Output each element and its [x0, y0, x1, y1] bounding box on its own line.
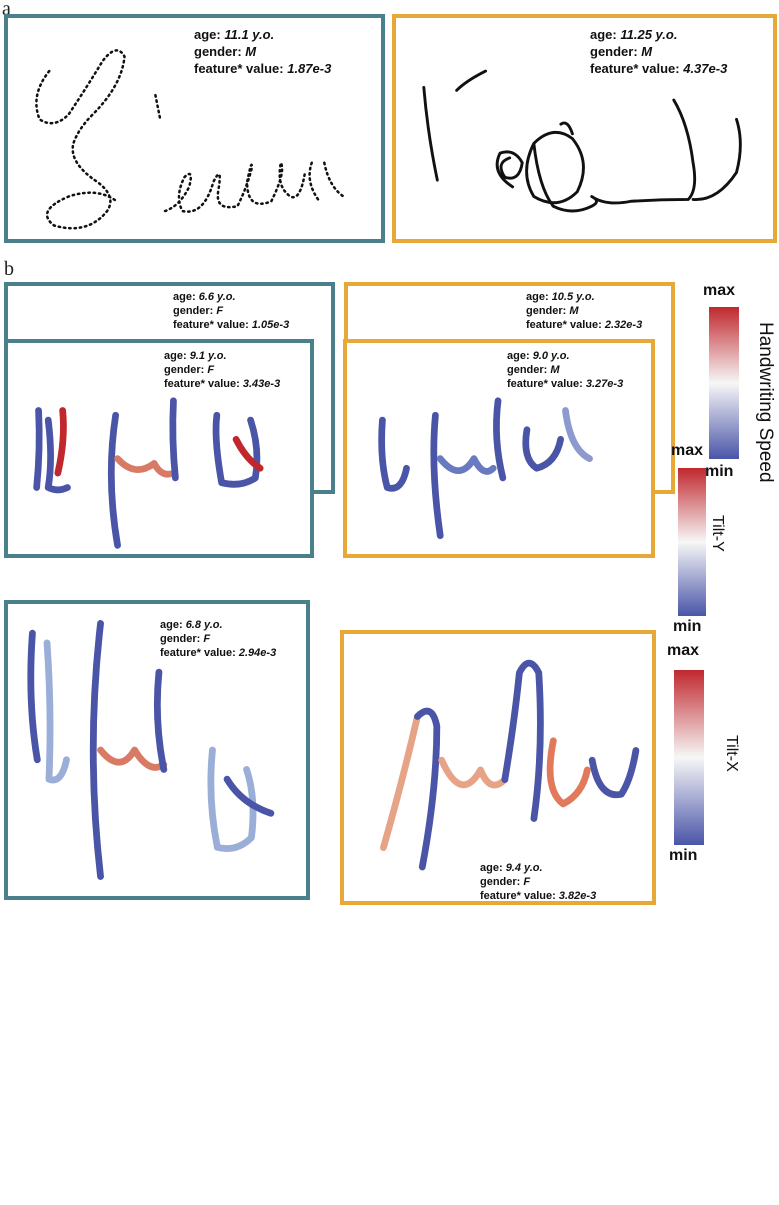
gender-label: gender: [194, 44, 242, 59]
panel-info: age: 11.1 y.o. gender: M feature* value:… [194, 26, 331, 77]
panel-info: age: 9.0 y.o. gender: M feature* value: … [507, 349, 623, 391]
age-value: 9.4 y.o. [505, 862, 543, 874]
handwriting-trace [378, 397, 593, 540]
panel-c-left: age: 9.1 y.o. gender: F feature* value: … [4, 339, 314, 558]
gender-value: M [550, 364, 560, 376]
colorbar-min-label: min [705, 463, 734, 480]
panel-info: age: 10.5 y.o. gender: M feature* value:… [526, 290, 642, 332]
age-value: 11.25 y.o. [620, 27, 678, 42]
age-value: 6.6 y.o. [198, 291, 236, 303]
feature-value: 3.82e-3 [558, 890, 597, 902]
colorbar-gradient [674, 670, 704, 845]
age-label: age: [164, 350, 187, 362]
gender-value: F [207, 364, 215, 376]
handwriting-trace [380, 659, 640, 871]
feature-value: 1.87e-3 [287, 61, 332, 76]
age-label: age: [160, 619, 183, 631]
section-letter-a: a [2, 0, 11, 20]
gender-label: gender: [526, 305, 567, 317]
feature-value: 2.94e-3 [238, 647, 277, 659]
age-label: age: [194, 27, 221, 42]
feature-label: feature* value: [480, 890, 556, 902]
colorbar-gradient [709, 307, 739, 459]
age-label: age: [590, 27, 617, 42]
colorbar-tilt-y: max min Tilt-Y [668, 440, 728, 700]
panel-d-left: age: 6.8 y.o. gender: F feature* value: … [4, 600, 310, 900]
panel-info: age: 9.4 y.o. gender: F feature* value: … [480, 861, 596, 903]
age-label: age: [526, 291, 549, 303]
feature-value: 2.32e-3 [604, 319, 643, 331]
age-value: 9.1 y.o. [189, 350, 227, 362]
feature-value: 3.27e-3 [585, 378, 624, 390]
colorbar-min-label: min [669, 847, 698, 864]
colorbar-title: Tilt-X [723, 735, 740, 772]
gender-value: F [523, 876, 531, 888]
age-label: age: [507, 350, 530, 362]
handwriting-trace [35, 49, 345, 230]
handwriting-trace [33, 397, 264, 549]
gender-label: gender: [173, 305, 214, 317]
feature-value: 4.37e-3 [683, 61, 728, 76]
feature-value: 3.43e-3 [242, 378, 281, 390]
colorbar-max-label: max [703, 282, 736, 299]
age-value: 11.1 y.o. [224, 27, 275, 42]
colorbar-speed: max min Handwriting Speed [700, 280, 779, 590]
feature-label: feature* value: [160, 647, 236, 659]
gender-label: gender: [590, 44, 638, 59]
gender-value: M [641, 44, 653, 59]
colorbar-max-label: max [667, 642, 700, 659]
colorbar-min-label: min [673, 618, 702, 635]
feature-label: feature* value: [194, 61, 284, 76]
panel-c-right: age: 9.0 y.o. gender: M feature* value: … [343, 339, 655, 558]
feature-value: 1.05e-3 [251, 319, 290, 331]
age-value: 6.8 y.o. [185, 619, 223, 631]
colorbar-gradient [678, 468, 706, 616]
colorbar-max-label: max [671, 442, 704, 459]
colorbar-tilt-x: max min Tilt-X [664, 640, 754, 910]
panel-info: age: 6.6 y.o. gender: F feature* value: … [173, 290, 289, 332]
age-label: age: [173, 291, 196, 303]
age-label: age: [480, 862, 503, 874]
feature-label: feature* value: [164, 378, 240, 390]
handwriting-trace [422, 69, 742, 213]
feature-label: feature* value: [507, 378, 583, 390]
panel-info: age: 11.25 y.o. gender: M feature* value… [590, 26, 727, 77]
feature-label: feature* value: [590, 61, 680, 76]
panel-info: age: 9.1 y.o. gender: F feature* value: … [164, 349, 280, 391]
colorbar-title: Handwriting Speed [755, 322, 776, 483]
age-value: 9.0 y.o. [532, 350, 570, 362]
panel-info: age: 6.8 y.o. gender: F feature* value: … [160, 618, 276, 660]
gender-label: gender: [164, 364, 205, 376]
gender-value: F [203, 633, 211, 645]
section-letter-b: b [4, 258, 14, 280]
panel-a-left: age: 11.1 y.o. gender: M feature* value:… [4, 14, 385, 243]
panel-d-right: age: 9.4 y.o. gender: F feature* value: … [340, 630, 656, 905]
colorbar-title: Tilt-Y [709, 515, 726, 552]
panel-a-right: age: 11.25 y.o. gender: M feature* value… [392, 14, 777, 243]
gender-value: M [245, 44, 257, 59]
age-value: 10.5 y.o. [551, 291, 595, 303]
gender-label: gender: [507, 364, 548, 376]
gender-value: M [569, 305, 579, 317]
handwriting-trace [27, 620, 275, 880]
gender-label: gender: [160, 633, 201, 645]
feature-label: feature* value: [526, 319, 602, 331]
gender-label: gender: [480, 876, 521, 888]
gender-value: F [216, 305, 224, 317]
feature-label: feature* value: [173, 319, 249, 331]
